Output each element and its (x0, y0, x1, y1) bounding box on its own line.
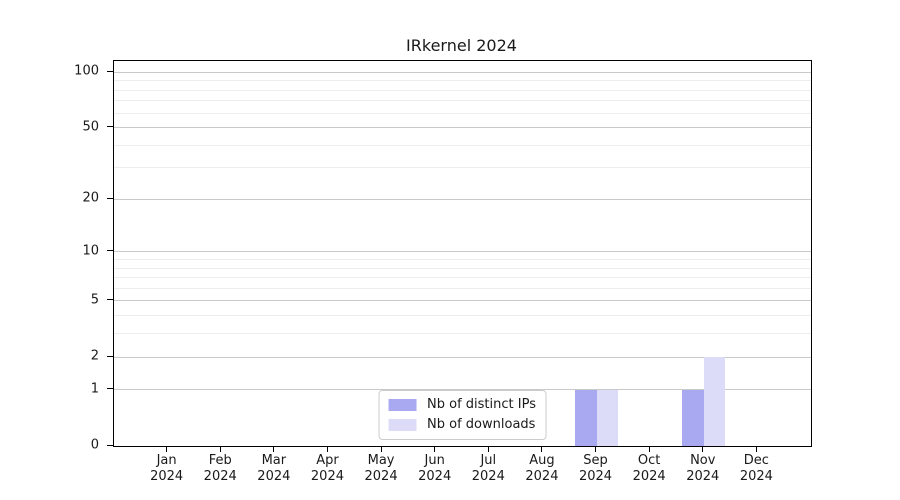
legend: Nb of distinct IPs Nb of downloads (378, 390, 547, 440)
x-axis-tick-label-month: Feb (208, 453, 232, 468)
x-axis-tick-label: Aug 2024 (500, 453, 584, 485)
x-axis-tick-label-year: 2024 (632, 469, 666, 484)
y-axis-tick-mark (107, 388, 113, 390)
x-axis-tick-mark (702, 446, 704, 452)
x-axis-tick-label-year: 2024 (310, 469, 344, 484)
y-axis-tick-label: 1 (90, 381, 99, 397)
x-axis-tick-mark (380, 446, 382, 452)
x-axis-tick-label: Oct 2024 (607, 453, 691, 485)
x-axis-tick-label: Jan 2024 (125, 453, 209, 485)
x-axis-tick-mark (541, 446, 543, 452)
gridline-major (114, 71, 811, 73)
x-axis-tick-label: Dec 2024 (714, 453, 798, 485)
x-axis-tick-label-year: 2024 (418, 469, 452, 484)
x-axis-tick-label-month: Apr (316, 453, 339, 468)
x-axis-tick-label-month: Aug (529, 453, 555, 468)
gridline-major (114, 389, 811, 391)
x-axis-tick-label-year: 2024 (578, 469, 613, 484)
x-axis-tick-label-month: May (367, 453, 395, 468)
legend-label-downloads: Nb of downloads (427, 417, 536, 432)
gridline-minor (114, 259, 811, 260)
bar-downloads (596, 389, 618, 446)
legend-swatch-downloads (388, 418, 417, 431)
y-axis-tick-label: 5 (90, 292, 99, 308)
y-axis-tick-label: 50 (82, 119, 99, 135)
gridline-minor (114, 80, 811, 82)
legend-item-distinct-ips: Nb of distinct IPs (388, 397, 536, 412)
x-axis-tick-label: Nov 2024 (661, 453, 745, 485)
y-axis-tick-label: 2 (90, 348, 99, 364)
gridline-minor (114, 333, 811, 335)
x-axis-tick-label: Mar 2024 (232, 453, 316, 485)
x-axis-tick-label-month: Oct (637, 453, 661, 468)
y-axis-tick-mark (107, 299, 113, 301)
y-axis-tick-mark (107, 126, 113, 128)
gridline-minor (114, 144, 811, 146)
y-axis-tick-mark (107, 70, 113, 72)
x-axis-tick-label-month: Jan (156, 453, 177, 468)
y-axis-tick-mark (107, 197, 113, 199)
y-axis-tick-label: 10 (82, 243, 99, 259)
gridline-minor (114, 267, 811, 269)
bar-distinct-ips (575, 389, 597, 446)
x-axis-tick-mark (755, 446, 757, 452)
x-axis-tick-label-year: 2024 (364, 469, 398, 484)
x-axis-tick-label-year: 2024 (525, 469, 559, 484)
x-axis-tick-label-month: Jul (480, 453, 497, 468)
legend-item-downloads: Nb of downloads (388, 417, 536, 432)
gridline-major (114, 198, 811, 200)
x-axis-tick-label-year: 2024 (257, 469, 291, 484)
x-axis-tick-mark (166, 446, 168, 452)
y-axis-tick-mark (107, 355, 113, 357)
x-axis-tick-mark (219, 446, 221, 452)
bar-downloads (703, 357, 726, 446)
x-axis-tick-label: Sep 2024 (554, 453, 638, 485)
x-axis-tick-label-year: 2024 (739, 469, 773, 484)
x-axis-tick-mark (648, 446, 650, 452)
x-axis-tick-label-month: Nov (690, 453, 716, 468)
gridline-minor (114, 89, 811, 91)
x-axis-tick-label: Jul 2024 (446, 453, 530, 485)
x-axis-tick-mark (326, 446, 328, 452)
y-axis-tick-label: 100 (74, 63, 99, 79)
x-axis-tick-label: Jun 2024 (393, 453, 477, 485)
y-axis-tick-label: 20 (82, 190, 99, 206)
gridline-minor (114, 287, 811, 289)
gridline-minor (114, 277, 811, 279)
gridline-major (114, 300, 811, 302)
gridline-minor (114, 100, 811, 102)
gridline-minor (114, 112, 811, 114)
bar-distinct-ips (682, 389, 704, 446)
gridline-major (114, 127, 811, 129)
x-axis-tick-label-month: Jun (424, 453, 445, 468)
x-axis-tick-label-month: Mar (261, 453, 287, 468)
legend-label-distinct-ips: Nb of distinct IPs (427, 397, 536, 412)
y-axis-tick-mark (107, 250, 113, 252)
x-axis-tick-label-year: 2024 (471, 469, 505, 484)
x-axis-tick-mark (487, 446, 489, 452)
chart-title: IRkernel 2024 (406, 36, 517, 55)
gridline-major (114, 251, 811, 253)
x-axis-tick-mark (595, 446, 597, 452)
y-axis-tick-mark (107, 444, 113, 446)
x-axis-tick-label-year: 2024 (150, 469, 184, 484)
x-axis-tick-label: May 2024 (339, 453, 423, 485)
x-axis-tick-label: Feb 2024 (178, 453, 262, 485)
y-axis-tick-label: 0 (90, 437, 99, 453)
plot-area: Nb of distinct IPs Nb of downloads (113, 60, 812, 447)
gridline-minor (114, 315, 811, 317)
gridline-major (114, 356, 811, 358)
x-axis-tick-mark (273, 446, 275, 452)
x-axis-tick-label-month: Dec (743, 453, 769, 468)
x-axis-tick-label-month: Sep (583, 453, 608, 468)
legend-swatch-distinct-ips (388, 398, 417, 411)
gridline-minor (114, 167, 811, 169)
x-axis-tick-label: Apr 2024 (285, 453, 369, 485)
x-axis-tick-label-year: 2024 (203, 469, 237, 484)
x-axis-tick-label-year: 2024 (686, 469, 720, 484)
x-axis-tick-mark (434, 446, 436, 452)
